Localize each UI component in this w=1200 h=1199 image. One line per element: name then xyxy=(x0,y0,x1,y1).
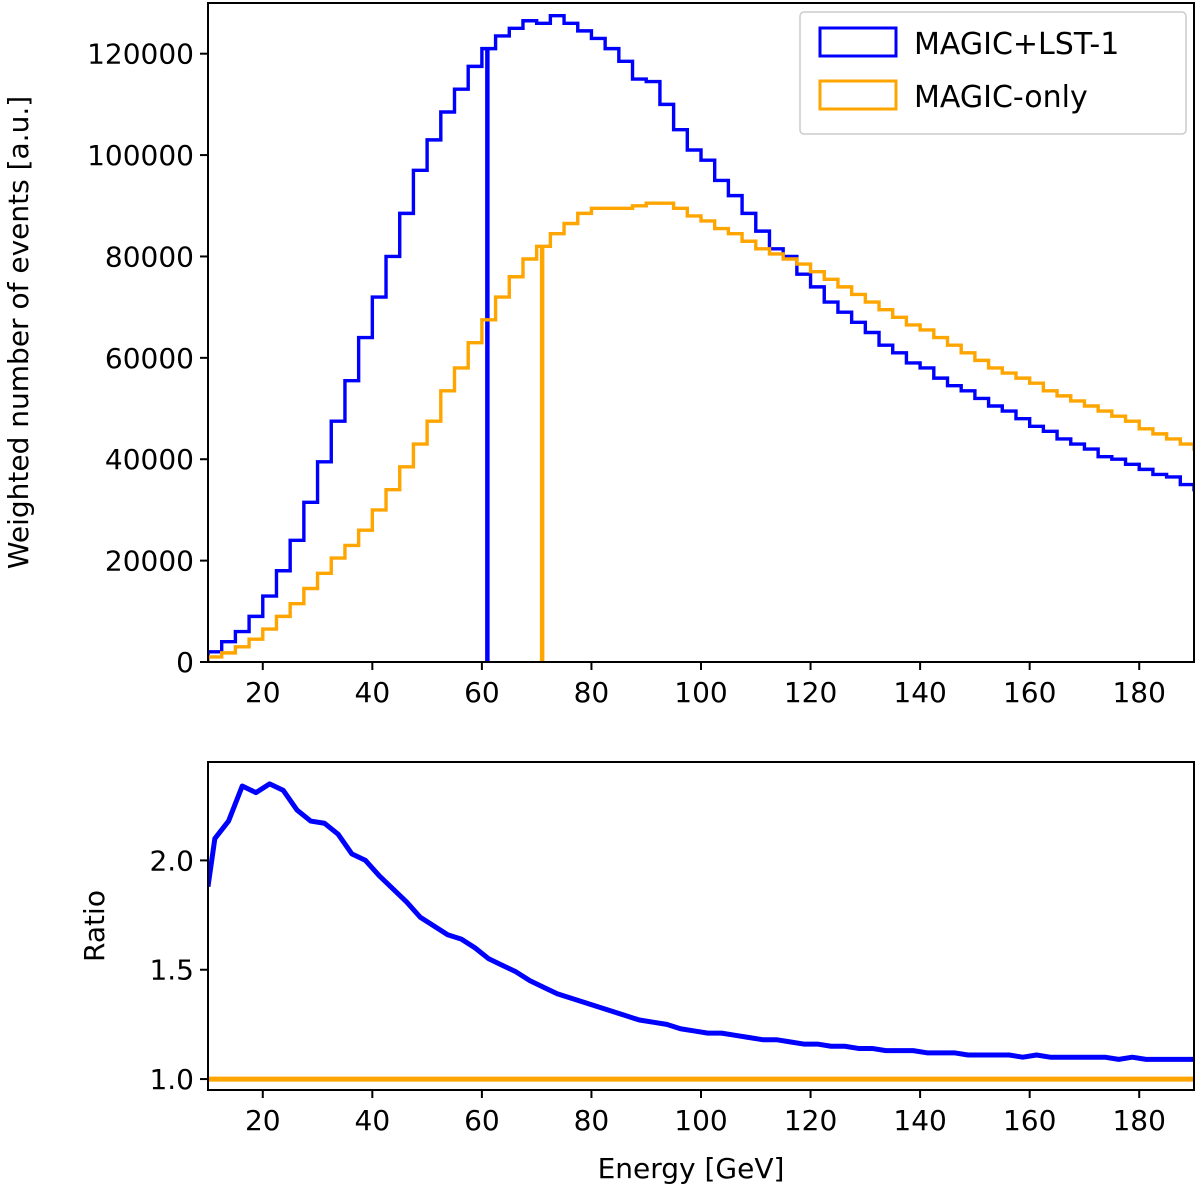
legend-swatch-0 xyxy=(818,26,898,58)
x-tick-label: 160 xyxy=(1003,676,1056,709)
y-tick-label: 2.0 xyxy=(149,844,194,877)
x-tick-label: 160 xyxy=(1003,1104,1056,1137)
x-tick-label: 120 xyxy=(784,676,837,709)
x-tick-label: 140 xyxy=(893,676,946,709)
bottom-plot-frame xyxy=(207,761,1195,1091)
y-axis-label: Ratio xyxy=(78,890,111,962)
x-tick-label: 20 xyxy=(245,676,281,709)
y-tick-label: 80000 xyxy=(105,240,194,273)
x-tick-label: 100 xyxy=(674,1104,727,1137)
x-tick-label: 60 xyxy=(464,1104,500,1137)
y-tick-label: 60000 xyxy=(105,342,194,375)
legend-swatch-1 xyxy=(818,79,898,111)
x-tick-label: 40 xyxy=(355,1104,391,1137)
x-tick-label: 60 xyxy=(464,676,500,709)
legend: MAGIC+LST-1 MAGIC-only xyxy=(799,11,1187,135)
x-tick-label: 20 xyxy=(245,1104,281,1137)
y-tick-label: 20000 xyxy=(105,545,194,578)
legend-label-0: MAGIC+LST-1 xyxy=(914,27,1119,62)
legend-label-1: MAGIC-only xyxy=(914,80,1088,115)
y-tick-label: 1.5 xyxy=(149,954,194,987)
x-tick-label: 100 xyxy=(674,676,727,709)
x-axis-label: Energy [GeV] xyxy=(598,1152,785,1185)
y-tick-label: 0 xyxy=(176,646,194,679)
x-tick-label: 180 xyxy=(1112,676,1165,709)
x-tick-label: 140 xyxy=(893,1104,946,1137)
x-tick-label: 40 xyxy=(355,676,391,709)
histogram-series-0 xyxy=(208,13,1194,662)
y-tick-label: 100000 xyxy=(87,139,194,172)
histogram-series-1 xyxy=(208,201,1194,662)
x-tick-label: 180 xyxy=(1112,1104,1165,1137)
x-tick-label: 80 xyxy=(574,676,610,709)
ratio-series-0 xyxy=(208,781,1194,1062)
y-tick-label: 40000 xyxy=(105,443,194,476)
y-tick-label: 1.0 xyxy=(149,1063,194,1096)
histogram-panel: 20 40 60 80 100 120 140 160 180 0 20000 40000 60000 8… xyxy=(2,2,1195,709)
y-axis-label: Weighted number of events [a.u.] xyxy=(2,96,35,569)
x-tick-label: 120 xyxy=(784,1104,837,1137)
y-tick-label: 120000 xyxy=(87,38,194,71)
x-tick-label: 80 xyxy=(574,1104,610,1137)
ratio-panel: 20 40 60 80 100 120 140 160 180 1.0 1.5 2.0 Ratio Ene… xyxy=(78,761,1195,1185)
